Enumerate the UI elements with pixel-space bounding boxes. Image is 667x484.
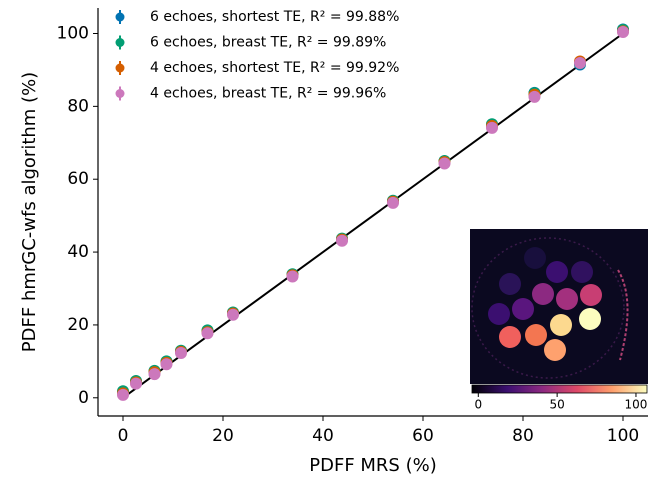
point (439, 158, 451, 170)
vial (544, 339, 566, 361)
x-tick-label: 60 (412, 426, 434, 446)
colorbar-tick-label: 0 (474, 398, 482, 412)
x-tick-label: 40 (312, 426, 334, 446)
point (336, 235, 348, 247)
x-tick-label: 100 (607, 426, 639, 446)
point (387, 197, 399, 209)
y-tick-label: 20 (67, 315, 89, 335)
inset-image (470, 229, 648, 393)
colorbar-tick-label: 50 (549, 398, 564, 412)
vial (550, 314, 572, 336)
point (175, 347, 187, 359)
point (130, 378, 142, 390)
vial (488, 303, 510, 325)
vial (556, 288, 578, 310)
x-axis-label: PDFF MRS (%) (309, 455, 436, 476)
y-tick-label: 40 (67, 242, 89, 262)
point (117, 389, 129, 401)
point (617, 26, 629, 38)
vial (571, 261, 593, 283)
point (161, 358, 173, 370)
legend-marker (116, 89, 125, 98)
colorbar-tick-label: 100 (625, 398, 648, 412)
legend-label: 6 echoes, shortest TE, R² = 99.88% (150, 9, 399, 25)
vial (499, 326, 521, 348)
x-tick-label: 20 (212, 426, 234, 446)
y-tick-label: 100 (57, 24, 89, 44)
y-tick-label: 60 (67, 169, 89, 189)
point (486, 122, 498, 134)
y-tick-label: 0 (78, 388, 89, 408)
point (529, 91, 541, 103)
vial (524, 247, 546, 269)
y-axis-label: PDFF hmrGC-wfs algorithm (%) (19, 72, 40, 352)
legend-marker (116, 38, 125, 47)
x-tick-label: 0 (118, 426, 129, 446)
point (149, 368, 161, 380)
legend-label: 4 echoes, shortest TE, R² = 99.92% (150, 60, 399, 76)
legend-marker (116, 64, 125, 73)
vial (580, 284, 602, 306)
point (574, 57, 586, 69)
colorbar (472, 385, 647, 393)
chart: PDFF MRS (%) PDFF hmrGC-wfs algorithm (%… (0, 0, 667, 480)
vial (532, 283, 554, 305)
point (202, 327, 214, 339)
point (287, 270, 299, 282)
vial (546, 261, 568, 283)
x-tick-label: 80 (512, 426, 534, 446)
vial (499, 273, 521, 295)
vial (525, 324, 547, 346)
vial (579, 308, 601, 330)
legend-label: 4 echoes, breast TE, R² = 99.96% (150, 86, 386, 102)
vial (512, 298, 534, 320)
legend-label: 6 echoes, breast TE, R² = 99.89% (150, 35, 386, 51)
legend-marker (116, 13, 125, 22)
point (227, 309, 239, 321)
y-tick-label: 80 (67, 96, 89, 116)
